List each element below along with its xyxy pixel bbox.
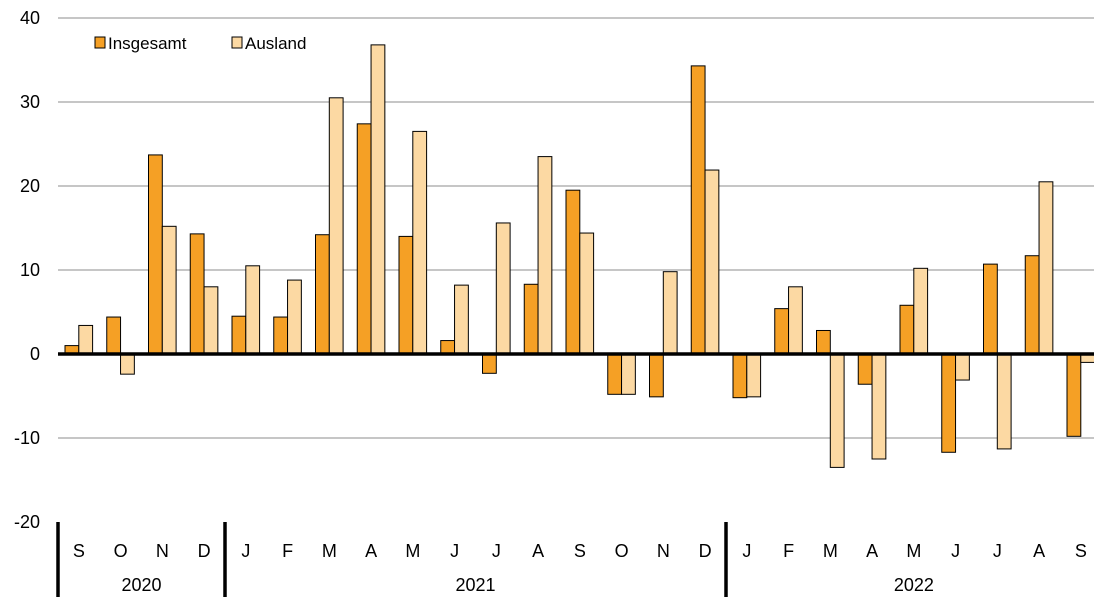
bar-ausland xyxy=(662,271,678,355)
legend: Insgesamt Ausland xyxy=(94,34,306,53)
x-tick-label: J xyxy=(993,541,1002,561)
bar-insgesamt xyxy=(1024,255,1040,355)
x-tick-label: S xyxy=(73,541,85,561)
x-tick-label: A xyxy=(365,541,377,561)
x-tick-label: F xyxy=(282,541,293,561)
y-tick-label: 20 xyxy=(20,176,40,196)
x-tick-label: J xyxy=(492,541,501,561)
bar-insgesamt xyxy=(565,189,581,355)
x-tick-label: J xyxy=(450,541,459,561)
x-tick-label: O xyxy=(615,541,629,561)
x-tick-label: J xyxy=(241,541,250,561)
y-axis-tick-labels: 40 30 20 10 0 -10 -20 xyxy=(14,8,40,532)
bar-ausland xyxy=(120,353,135,375)
bar-insgesamt xyxy=(732,353,748,399)
bar-insgesamt xyxy=(690,65,706,355)
x-tick-label: S xyxy=(1075,541,1087,561)
bar-ausland xyxy=(1038,181,1054,355)
bar-insgesamt xyxy=(106,316,122,355)
y-tick-label: 30 xyxy=(20,92,40,112)
x-tick-label: M xyxy=(322,541,337,561)
x-tick-label: J xyxy=(951,541,960,561)
bar-insgesamt xyxy=(523,283,539,355)
bars xyxy=(64,44,1094,468)
bar-insgesamt xyxy=(941,353,957,453)
x-tick-label: N xyxy=(657,541,670,561)
bar-ausland xyxy=(78,324,94,355)
bar-ausland xyxy=(955,353,970,381)
bar-insgesamt xyxy=(857,353,873,385)
y-tick-label: 0 xyxy=(30,344,40,364)
x-tick-label: A xyxy=(1033,541,1045,561)
bar-insgesamt xyxy=(189,233,205,355)
bar-ausland xyxy=(328,97,344,355)
bar-ausland xyxy=(704,169,720,355)
year-label: 2022 xyxy=(894,575,934,595)
bar-ausland xyxy=(621,353,636,395)
year-label: 2021 xyxy=(455,575,495,595)
bar-ausland xyxy=(161,225,177,355)
x-tick-label: F xyxy=(783,541,794,561)
x-tick-label: O xyxy=(114,541,128,561)
bar-insgesamt xyxy=(440,340,456,355)
x-tick-label: J xyxy=(742,541,751,561)
x-tick-label: M xyxy=(823,541,838,561)
bar-ausland xyxy=(537,156,553,355)
bar-insgesamt xyxy=(315,234,330,355)
bar-insgesamt xyxy=(356,123,372,355)
bar-insgesamt xyxy=(607,353,623,395)
bar-ausland xyxy=(370,44,386,355)
bar-ausland xyxy=(579,232,595,355)
bar-insgesamt xyxy=(899,304,915,355)
bar-insgesamt xyxy=(1066,353,1082,437)
legend-label: Ausland xyxy=(245,34,306,53)
x-tick-label: N xyxy=(156,541,169,561)
year-label: 2020 xyxy=(121,575,161,595)
bar-insgesamt xyxy=(273,316,289,355)
bar-ausland xyxy=(495,222,511,355)
legend-swatch xyxy=(231,36,243,49)
bar-ausland xyxy=(871,353,887,460)
bar-insgesamt xyxy=(649,353,664,398)
x-tick-label: D xyxy=(198,541,211,561)
bar-ausland xyxy=(412,130,428,355)
bar-ausland xyxy=(996,353,1012,450)
bar-insgesamt xyxy=(398,235,414,355)
bar-insgesamt xyxy=(148,154,163,355)
bar-ausland xyxy=(245,265,261,355)
bar-insgesamt xyxy=(816,329,831,355)
x-axis: S O N D J F M A M J J A S O N D J F M A M J J A S 2020 2021 2022 xyxy=(56,522,1087,597)
x-tick-label: S xyxy=(574,541,586,561)
y-tick-label: 10 xyxy=(20,260,40,280)
y-tick-label: -10 xyxy=(14,428,40,448)
bar-insgesamt xyxy=(231,315,247,355)
bar-ausland xyxy=(454,284,469,355)
bar-ausland xyxy=(788,286,803,355)
x-tick-label: A xyxy=(866,541,878,561)
bar-ausland xyxy=(829,353,845,468)
bar-ausland xyxy=(287,279,302,355)
bar-ausland xyxy=(203,286,219,355)
y-tick-label: -20 xyxy=(14,512,40,532)
bar-insgesamt xyxy=(482,353,497,374)
bar-insgesamt xyxy=(774,308,790,355)
bar-ausland xyxy=(913,267,929,355)
x-tick-label: D xyxy=(699,541,712,561)
x-tick-label: M xyxy=(405,541,420,561)
bar-ausland xyxy=(746,353,762,398)
legend-swatch xyxy=(94,36,106,49)
legend-label: Insgesamt xyxy=(108,34,187,53)
x-tick-label: A xyxy=(532,541,544,561)
bar-insgesamt xyxy=(983,263,998,355)
x-tick-label: M xyxy=(906,541,921,561)
y-tick-label: 40 xyxy=(20,8,40,28)
